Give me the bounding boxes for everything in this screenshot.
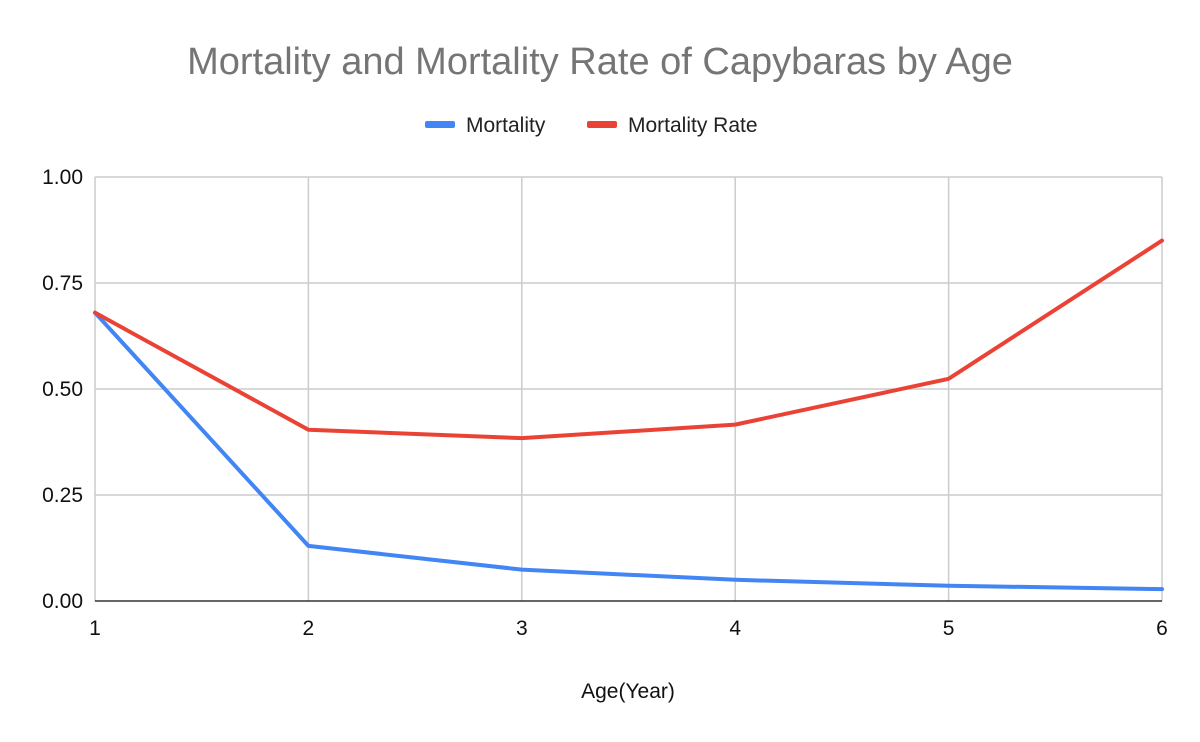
x-tick-label: 1 (89, 617, 101, 640)
y-tick-label: 1.00 (42, 166, 83, 189)
legend-swatch-mortality-rate (587, 121, 617, 128)
y-tick-label: 0.75 (42, 272, 83, 295)
legend-label-mortality-rate: Mortality Rate (628, 114, 758, 137)
x-tick-label: 4 (729, 617, 741, 640)
legend-label-mortality: Mortality (466, 114, 546, 137)
gridlines (94, 176, 1163, 601)
series-line-mortality (93, 310, 1164, 592)
legend: Mortality Mortality Rate (425, 114, 758, 137)
y-tick-label: 0.25 (42, 484, 83, 507)
x-tick-label: 3 (516, 617, 528, 640)
series-line-mortality-rate (93, 238, 1164, 441)
x-tick-label: 6 (1156, 617, 1168, 640)
axes: 0.00 0.25 0.50 0.75 1.00 1 2 3 4 5 6 (42, 166, 1168, 640)
chart-title: Mortality and Mortality Rate of Capybara… (187, 41, 1013, 83)
x-axis-title: Age(Year) (581, 680, 675, 703)
y-tick-label: 0.50 (42, 378, 83, 401)
x-tick-label: 5 (943, 617, 955, 640)
legend-swatch-mortality (425, 121, 455, 128)
series-lines (93, 238, 1164, 592)
x-tick-label: 2 (303, 617, 315, 640)
y-tick-label: 0.00 (42, 590, 83, 613)
